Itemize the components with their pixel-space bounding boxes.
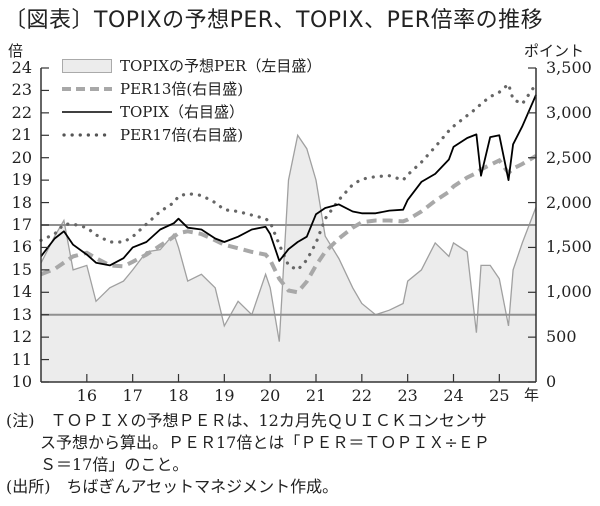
chart-title: 〔図表〕TOPIXの予想PER、TOPIX、PER倍率の推移 — [4, 2, 543, 34]
x-tick-label: 19 — [214, 386, 235, 405]
x-tick-label: 22 — [351, 386, 372, 405]
right-axis-unit: ポイント — [524, 42, 585, 60]
note-line-1: (注) ＴＯＰＩＸの予想ＰＥＲは、12カ月先ＱＵＩＣＫコンセンサ — [6, 411, 487, 430]
x-tick-label: 18 — [168, 386, 189, 405]
x-tick-label: 25 — [489, 386, 510, 405]
left-tick-label: 18 — [11, 192, 32, 212]
x-axis-unit: 年 — [524, 386, 540, 404]
legend-item-topix: TOPIX（右目盛） — [62, 100, 321, 123]
x-tick-label: 17 — [122, 386, 143, 405]
topix-line — [40, 94, 537, 267]
chart-plot — [39, 67, 538, 383]
legend-label: TOPIXの予想PER（左目盛） — [120, 57, 322, 75]
legend-item-per13: PER13倍(右目盛) — [62, 77, 321, 100]
title-text: TOPIXの予想PER、TOPIX、PER倍率の推移 — [94, 8, 544, 33]
x-tick-label: 24 — [443, 386, 464, 405]
x-tick-label: 20 — [259, 386, 281, 405]
legend-swatch-fill — [62, 58, 112, 73]
left-tick-label: 21 — [11, 125, 32, 145]
right-tick-label: 2,500 — [546, 147, 592, 167]
left-tick-label: 19 — [11, 170, 32, 190]
source-note: (出所) ちばぎんアセットマネジメント作成。 — [6, 477, 339, 496]
legend-label: PER13倍(右目盛) — [120, 80, 244, 98]
x-tick-label: 16 — [76, 386, 97, 405]
right-tick-label: 2,000 — [546, 192, 592, 212]
left-tick-label: 24 — [11, 58, 32, 77]
right-tick-label: 0 — [546, 372, 557, 391]
legend-label: TOPIX（右目盛） — [120, 103, 244, 121]
legend-swatch-solid — [62, 110, 112, 113]
per13-line — [40, 154, 538, 295]
note-line-2: ス予想から算出。ＰＥＲ17倍とは「ＰＥＲ＝ＴＯＰＩＸ÷ＥＰ — [40, 433, 490, 452]
left-tick-label: 17 — [11, 215, 32, 234]
legend-swatch-dashed — [62, 86, 112, 91]
left-tick-label: 23 — [11, 80, 32, 100]
left-tick-label: 10 — [11, 372, 32, 391]
right-tick-label: 500 — [546, 327, 577, 347]
left-tick-label: 16 — [11, 237, 32, 257]
note-line-3: Ｓ＝17倍」のこと。 — [40, 455, 189, 474]
legend-item-per17: PER17倍(右目盛) — [62, 123, 321, 146]
title-bracket: 〔図表〕 — [4, 8, 95, 33]
left-tick-label: 15 — [11, 259, 32, 279]
per-line — [40, 133, 537, 342]
left-tick-label: 12 — [11, 327, 32, 347]
x-tick-label: 21 — [305, 386, 327, 405]
chart-notes: (注) ＴＯＰＩＸの予想ＰＥＲは、12カ月先ＱＵＩＣＫコンセンサ ス予想から算出… — [6, 410, 596, 498]
legend-swatch-dotted — [62, 132, 112, 137]
legend-item-per: TOPIXの予想PER（左目盛） — [62, 54, 321, 77]
per-area — [41, 135, 536, 382]
legend-label: PER17倍(右目盛) — [120, 126, 244, 144]
left-tick-label: 20 — [11, 147, 32, 167]
chart-legend: TOPIXの予想PER（左目盛） PER13倍(右目盛) TOPIX（右目盛） … — [62, 54, 321, 146]
right-tick-label: 3,000 — [546, 102, 592, 122]
left-tick-label: 11 — [11, 349, 32, 369]
right-tick-label: 1,000 — [546, 282, 592, 302]
left-axis-unit: 倍 — [8, 42, 24, 60]
x-tick-label: 23 — [397, 386, 418, 405]
right-tick-label: 1,500 — [546, 237, 592, 257]
left-tick-label: 13 — [11, 304, 32, 324]
right-tick-label: 3,500 — [546, 58, 592, 77]
left-tick-label: 14 — [11, 282, 32, 302]
left-tick-label: 22 — [11, 102, 32, 122]
